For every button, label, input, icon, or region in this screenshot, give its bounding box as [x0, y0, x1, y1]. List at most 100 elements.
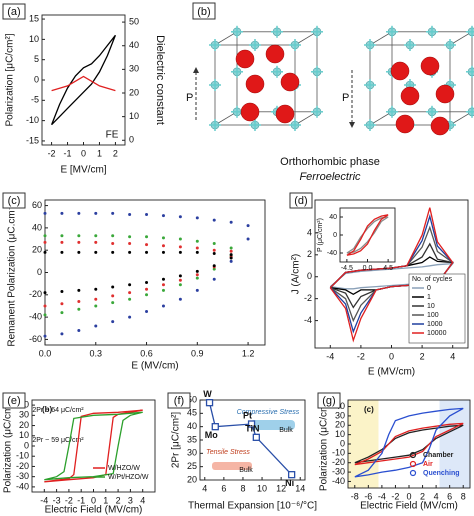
panel-label-box [317, 392, 341, 409]
legend-label: 10000 [427, 330, 447, 337]
x-axis-label: E (MV/cm) [131, 361, 178, 372]
data-point [161, 244, 165, 248]
data-point [178, 250, 182, 254]
atom-o [240, 102, 260, 122]
y-tick-label: -5 [31, 95, 39, 105]
legend-label: 1 [427, 294, 431, 301]
y-tick-label: 10 [29, 34, 39, 44]
atom-o [265, 44, 285, 64]
data-point [43, 240, 47, 244]
x-tick-label: 0.0 [39, 348, 52, 358]
data-point [145, 293, 149, 297]
y2-tick-label: 20 [129, 87, 139, 97]
y-tick-label: 0 [37, 267, 42, 277]
data-point [195, 246, 199, 250]
y2-tick-label: 0 [129, 135, 134, 145]
data-point [128, 297, 132, 301]
data-point [77, 329, 81, 332]
y-tick-label: -60 [29, 334, 42, 344]
y-tick-label: -10 [332, 448, 345, 458]
panel-label: (c) [8, 195, 21, 207]
x-tick-label: -2 [65, 495, 73, 505]
point-label: TiN [245, 424, 259, 434]
data-point [178, 274, 182, 278]
data-point [60, 302, 64, 306]
data-point [145, 235, 149, 239]
y-axis-label: 2Pr [μC/cm²] [171, 412, 182, 469]
x-tick-label: 14 [295, 483, 305, 493]
data-point [94, 211, 98, 215]
data-point [211, 423, 219, 431]
data-point [178, 237, 182, 241]
x-tick-label: 6 [447, 491, 452, 501]
crystal [209, 25, 323, 131]
y-axis-label: Remanent Polarization (μC.cm⁻²) [7, 198, 18, 346]
legend-label: 10 [427, 303, 435, 310]
x-tick-label: 8 [240, 483, 245, 493]
x-axis-label: Thermal Expansion [10⁻⁶/°C] [188, 501, 317, 512]
arrow-label: P [186, 92, 193, 104]
data-point [178, 297, 182, 301]
data-point [77, 211, 81, 215]
panel-label-box [289, 192, 313, 209]
x-axis-label: Electric Field (MV/cm) [45, 505, 143, 516]
x-tick-label: -4 [40, 495, 48, 505]
data-point [60, 234, 64, 238]
data-point [212, 264, 216, 268]
atom-o [435, 84, 455, 104]
x-tick-label: 4.5 [383, 265, 393, 272]
data-point [94, 297, 98, 301]
data-line [50, 34, 117, 126]
atom-o [395, 114, 415, 134]
data-point [161, 288, 165, 292]
data-point [60, 240, 64, 244]
x-tick-label: 4 [140, 495, 145, 505]
data-point [111, 320, 115, 324]
annotation: Compressive Stress [237, 409, 300, 416]
y-tick-label: 50 [187, 394, 197, 404]
x-tick-label: -4 [378, 491, 386, 501]
data-point [94, 287, 98, 291]
x-tick-label: 6 [221, 483, 226, 493]
y-tick-label: 20 [32, 245, 42, 255]
atom-o [235, 49, 255, 69]
y-tick-label: 0 [24, 440, 29, 450]
panel-label-box [167, 392, 191, 409]
data-point [145, 213, 149, 216]
data-point [60, 250, 64, 254]
data-point [128, 235, 132, 239]
caption: Orthorhombic phase [280, 156, 380, 168]
legend-title: No. of cycles [412, 276, 453, 283]
y-tick-label: -40 [16, 481, 29, 491]
data-point [94, 240, 98, 244]
data-point [128, 283, 132, 287]
y-axis-label: Polarization (μC/cm²) [319, 397, 330, 491]
x-tick-label: 4 [202, 483, 207, 493]
y-tick-label: 0 [340, 438, 345, 448]
panel-label-box [2, 392, 26, 409]
x-tick-label: 2 [116, 495, 121, 505]
data-point [195, 216, 199, 220]
y-tick-label: -2 [304, 293, 312, 303]
x-tick-label: 10 [257, 483, 267, 493]
data-point [229, 256, 233, 260]
legend-box [408, 273, 466, 344]
y-axis-label: Polarization [μC/cm²] [5, 33, 16, 126]
data-point [161, 304, 165, 308]
y-tick-label: 5 [34, 54, 39, 64]
y-tick-label: -20 [16, 461, 29, 471]
data-point [60, 311, 64, 315]
x-tick-label: 0 [389, 351, 394, 361]
data-point [77, 240, 81, 244]
data-point [43, 211, 47, 215]
point-label: W [203, 389, 212, 399]
y-tick-label: 45 [187, 408, 197, 418]
x-tick-label: 0.3 [90, 348, 103, 358]
legend-label: 100 [427, 312, 439, 319]
data-point [229, 253, 233, 257]
data-point [43, 334, 47, 338]
y-axis-label: P (μC/cm²) [317, 218, 324, 252]
y-tick-label: 15 [29, 13, 39, 23]
legend-marker [409, 469, 417, 477]
x-tick-label: 2 [420, 491, 425, 501]
